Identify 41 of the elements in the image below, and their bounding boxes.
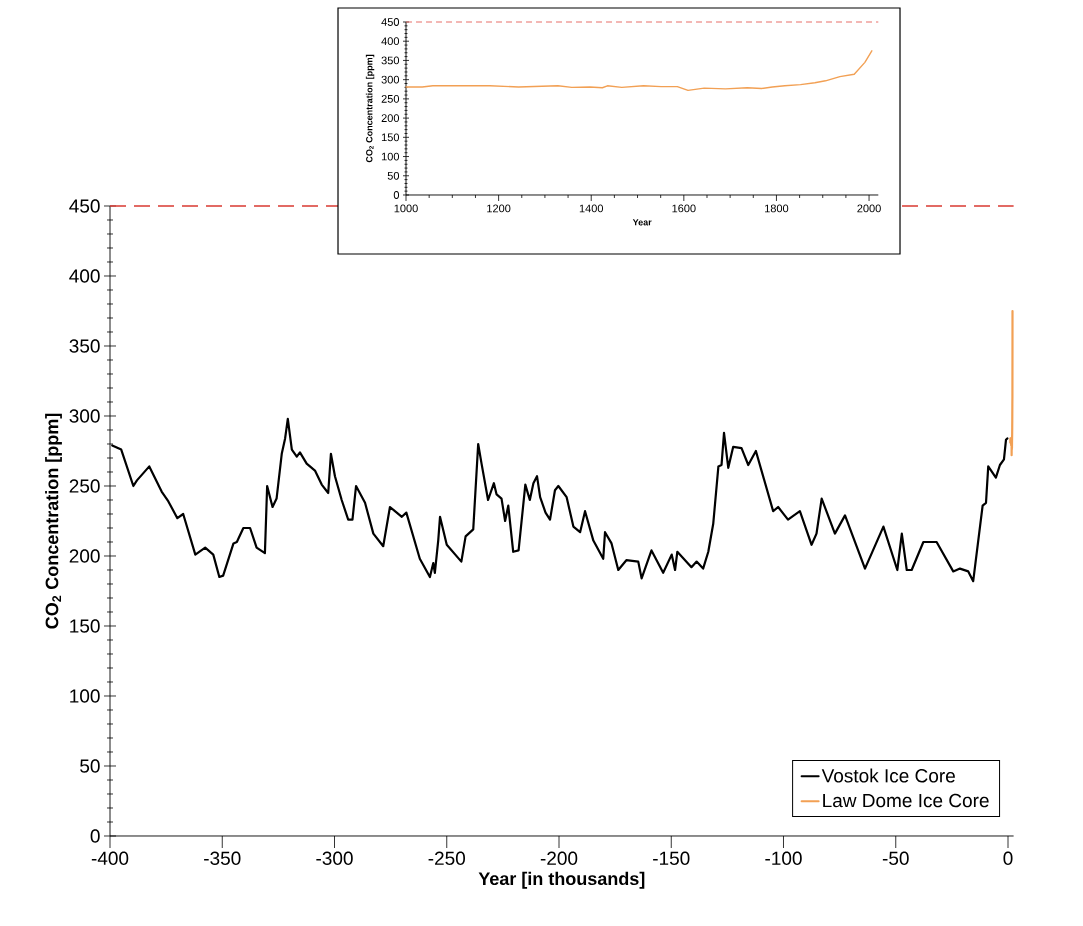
x-tick-label: -300 (316, 851, 353, 865)
y-tick-label: 350 (69, 339, 100, 353)
x-tick-label: 1400 (579, 204, 604, 213)
x-tick-label: -350 (204, 851, 241, 865)
x-tick-label: -400 (91, 851, 129, 865)
y-tick-label: 0 (90, 829, 100, 843)
x-tick-label: -200 (540, 851, 578, 865)
x-tick-label: -100 (765, 851, 802, 865)
x-tick-label: -150 (653, 851, 690, 865)
y-tick-label: 150 (70, 619, 100, 633)
y-tick-label: 100 (381, 152, 400, 161)
x-tick-label: -250 (428, 851, 466, 865)
y-tick-label: 400 (381, 37, 400, 46)
y-tick-label: 150 (381, 133, 400, 142)
y-tick-label: 200 (69, 549, 100, 563)
y-tick-label: 350 (381, 56, 400, 65)
y-tick-label: 300 (381, 75, 400, 84)
x-tick-label: -50 (882, 851, 909, 865)
x-tick-label: 1200 (487, 204, 511, 213)
y-tick-label: 200 (381, 114, 400, 122)
x-tick-label: 1800 (765, 204, 789, 213)
y-tick-label: 250 (69, 479, 100, 493)
y-tick-label: 450 (69, 199, 100, 213)
y-axis-title: CO$_{2}$ Concentration [ppm] (45, 413, 62, 629)
y-tick-label: 100 (70, 689, 100, 703)
x-tick-label: 2000 (857, 204, 881, 213)
x-axis-title: Year [in thousands] (478, 871, 645, 889)
y-tick-label: 300 (69, 409, 100, 423)
y-tick-label: 400 (69, 269, 100, 283)
y-axis-title: CO$_{2}$ Concentration [ppm] (365, 54, 375, 163)
y-tick-label: 0 (393, 191, 400, 199)
x-tick-label: 1600 (672, 204, 696, 213)
x-tick-label: 1000 (394, 204, 418, 213)
x-axis-title: Year (632, 219, 652, 226)
legend-label: Law Dome Ice Core (823, 793, 989, 808)
y-tick-label: 50 (80, 759, 100, 773)
y-tick-label: 50 (387, 171, 400, 180)
y-tick-label: 450 (381, 18, 400, 26)
legend-label: Vostok Ice Core (821, 768, 955, 783)
x-tick-label: 0 (1003, 851, 1013, 865)
y-tick-label: 250 (381, 95, 400, 103)
